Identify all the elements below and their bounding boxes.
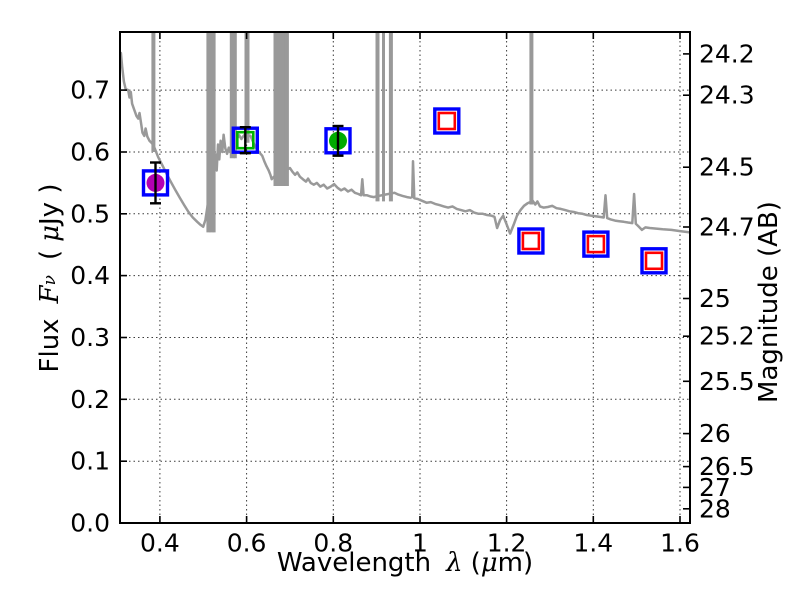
x-tick-label: 1.4	[573, 528, 613, 557]
y-left-tick-label: 0.7	[70, 76, 110, 105]
model-spectrum-line	[120, 51, 690, 235]
x-axis-label-word: Wavelength	[276, 548, 432, 578]
plot-border	[119, 31, 691, 524]
x-tick-label: 0.8	[313, 528, 353, 557]
open-square-marker	[586, 234, 606, 254]
x-axis-label: Wavelength λ(μ m)	[155, 546, 655, 580]
y-left-tick-label: 0.6	[70, 138, 110, 167]
x-axis-mu-symbol: μ	[480, 548, 498, 578]
error-bar	[150, 161, 161, 205]
y-right-tick-label: 26.5	[699, 452, 755, 481]
flux-symbol: F	[35, 285, 65, 304]
y-right-tick-label: 24.5	[699, 153, 755, 182]
y-left-tick-label: 0.0	[70, 509, 110, 538]
flux-nu-subscript: ν	[40, 275, 60, 286]
y-axis-right-label: Magnitude (AB)	[749, 102, 789, 502]
x-tick-label: 1.2	[487, 528, 527, 557]
x-axis-lambda-symbol: λ	[446, 548, 463, 578]
outer-square-marker	[433, 107, 461, 135]
y-right-tick-label: 25.5	[699, 367, 755, 396]
photometry-point	[582, 230, 610, 258]
y-right-tick-label: 24.3	[699, 81, 755, 110]
axis-ticks-and-labels: 0.4 0.6 0.8 1 1.2 1.4 1.6 0.0 0.1 0.2 0.3 0.4 0.5 0.6…	[70, 32, 755, 557]
y-left-tick-label: 0.2	[70, 385, 110, 414]
y-left-tick-label: 0.1	[70, 447, 110, 476]
outer-square-marker	[640, 247, 668, 275]
photometry-point	[231, 125, 260, 155]
photometry-point	[517, 227, 545, 255]
outer-square-marker	[517, 227, 545, 255]
x-tick-label: 1.6	[660, 528, 700, 557]
error-bar	[239, 125, 251, 155]
photometry-point	[141, 161, 170, 205]
flux-units-rest: Jy )	[35, 183, 65, 225]
flux-units-open: (	[35, 249, 65, 261]
flux-label-word: Flux	[35, 318, 65, 373]
y-left-tick-label: 0.4	[70, 261, 110, 290]
plot-grid	[120, 32, 690, 523]
x-tick-label: 1	[412, 528, 428, 557]
photometry-point	[433, 107, 461, 135]
y-left-tick-label: 0.5	[70, 199, 110, 228]
open-square-marker	[521, 231, 541, 251]
y-right-tick-label: 24.7	[699, 213, 755, 242]
open-square-marker	[437, 111, 457, 131]
flux-units-mu: μ	[35, 224, 65, 242]
y-right-tick-label: 25.2	[699, 322, 755, 351]
photometry-point	[640, 247, 668, 275]
open-square-marker	[644, 251, 664, 271]
y-right-tick-label: 24.2	[699, 39, 755, 68]
x-axis-units-rest: m)	[497, 548, 534, 578]
x-tick-label: 0.4	[140, 528, 180, 557]
y-right-tick-label: 26	[699, 419, 731, 448]
y-right-tick-label: 25	[699, 284, 731, 313]
error-bar	[332, 124, 344, 157]
outer-square-marker	[582, 230, 610, 258]
magnitude-label-text: Magnitude (AB)	[754, 201, 784, 403]
photometry-point	[324, 124, 352, 157]
y-right-tick-label: 28	[699, 494, 731, 523]
x-axis-units-open: (	[470, 548, 481, 578]
model-spectrum	[120, 32, 690, 235]
y-left-tick-label: 0.3	[70, 323, 110, 352]
x-tick-label: 0.6	[227, 528, 267, 557]
y-right-tick-label: 27	[699, 473, 731, 502]
